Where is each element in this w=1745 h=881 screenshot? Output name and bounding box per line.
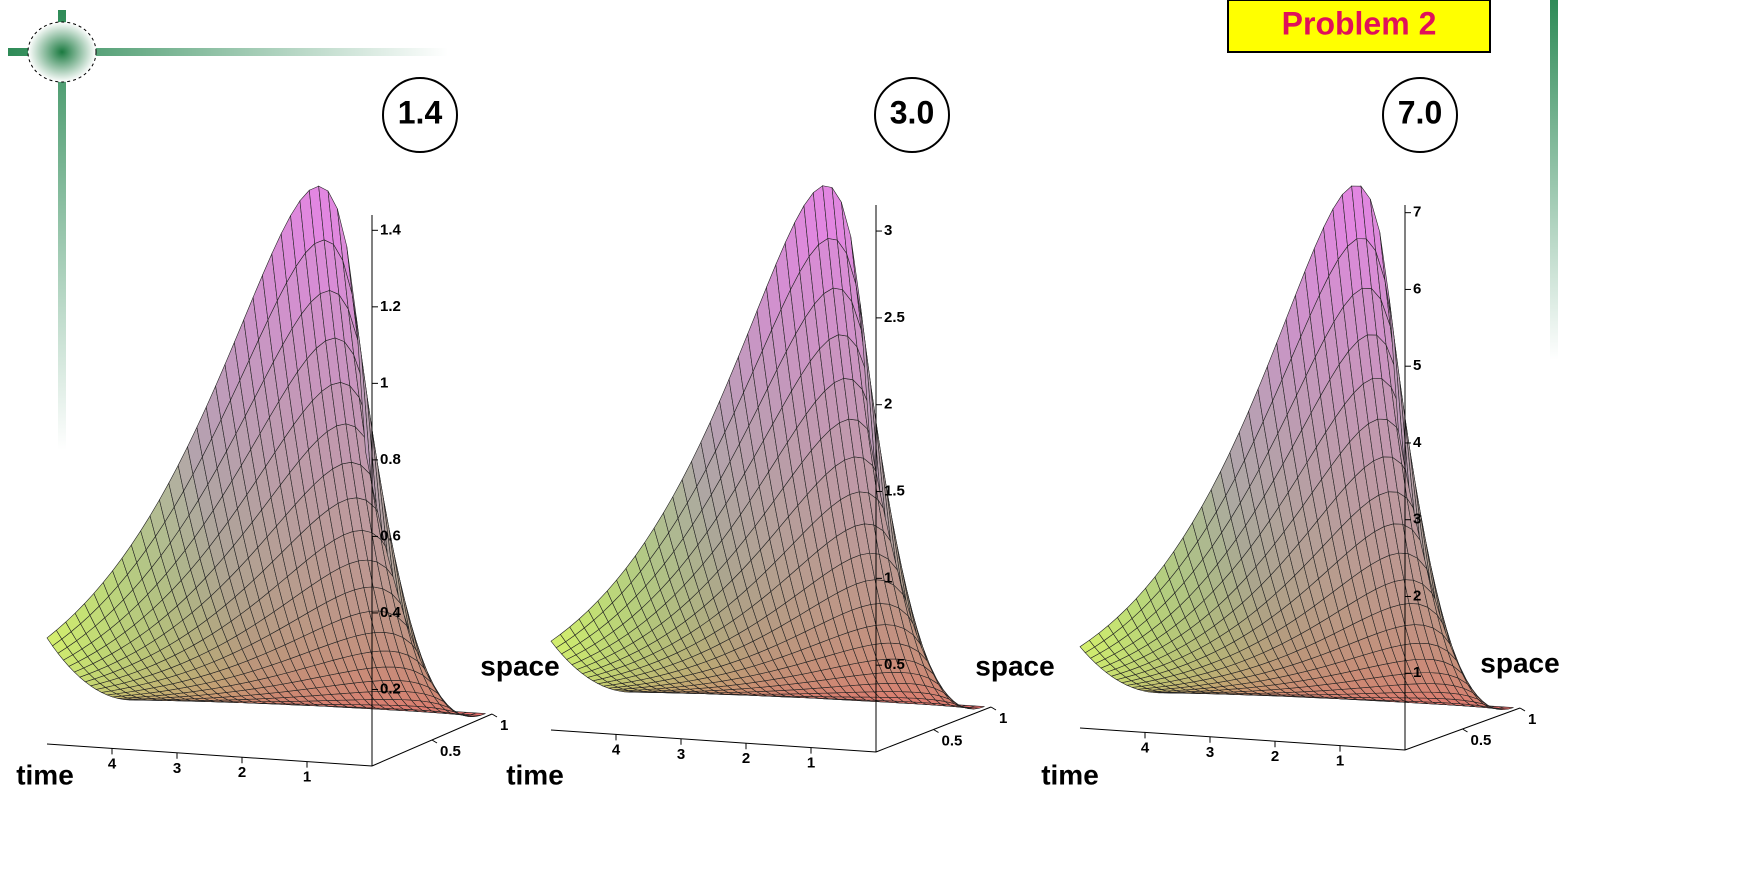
y-axis-label: space xyxy=(975,650,1054,681)
x-tick-label: 2 xyxy=(1271,748,1279,765)
surface-patch xyxy=(859,303,876,466)
z-tick-label: 1 xyxy=(380,374,388,391)
chart-title: 1.4 xyxy=(398,94,443,130)
y-tick-label: 0.5 xyxy=(942,732,963,749)
title-circle xyxy=(1382,77,1458,153)
y-tick xyxy=(1519,707,1526,712)
chart-title: 7.0 xyxy=(1398,94,1442,130)
y-tick-label: 1 xyxy=(500,717,508,734)
x-tick-label: 3 xyxy=(173,760,181,777)
y-tick xyxy=(1462,728,1468,733)
z-tick-label: 3 xyxy=(884,222,892,239)
x-tick-label: 1 xyxy=(807,755,815,772)
y-tick-label: 1 xyxy=(1528,711,1536,728)
z-tick-label: 5 xyxy=(1413,357,1421,374)
z-tick-label: 0.5 xyxy=(884,656,905,673)
x-axis xyxy=(46,743,373,767)
z-tick-label: 6 xyxy=(1413,280,1421,297)
x-tick-label: 4 xyxy=(1141,739,1150,756)
surface-patch xyxy=(355,315,372,480)
z-tick-label: 2 xyxy=(884,396,892,413)
z-tick-label: 2.5 xyxy=(884,309,905,326)
y-tick xyxy=(431,739,438,744)
y-tick xyxy=(933,729,939,733)
x-tick-label: 1 xyxy=(303,769,311,786)
badge-box xyxy=(1227,0,1491,53)
z-tick-label: 7 xyxy=(1413,204,1421,221)
y-axis-label: space xyxy=(1480,647,1559,678)
z-tick-label: 1.5 xyxy=(884,482,905,499)
y-tick xyxy=(990,706,997,711)
x-tick-label: 4 xyxy=(108,755,117,772)
z-tick-label: 1.2 xyxy=(380,298,401,315)
x-tick-label: 3 xyxy=(1206,744,1214,761)
x-axis-label: time xyxy=(506,759,564,790)
decoration xyxy=(8,0,1558,450)
surface-plot: 0.2 0.4 0.6 0.8 1 1.2 1.4 1 2 3 4 0.5 1 1.4 space time xyxy=(16,77,560,790)
badge: Problem 2 xyxy=(1282,5,1437,41)
surface-plot: 1 2 3 4 5 6 7 1 2 3 4 0.5 1 7.0 space time xyxy=(1041,77,1560,790)
y-tick-label: 0.5 xyxy=(440,743,461,760)
z-tick-label: 0.6 xyxy=(380,527,401,544)
z-tick-label: 1.4 xyxy=(380,221,402,238)
surface xyxy=(46,185,486,718)
surface xyxy=(1079,185,1514,711)
x-axis xyxy=(550,729,877,753)
chart-title: 3.0 xyxy=(890,94,934,130)
z-tick-label: 0.8 xyxy=(380,451,401,468)
x-tick-label: 4 xyxy=(612,741,621,758)
surface-patch xyxy=(1388,297,1405,461)
title-circle xyxy=(874,77,950,153)
x-axis xyxy=(1079,727,1406,751)
title-circle xyxy=(382,77,458,153)
y-tick xyxy=(491,713,498,718)
z-tick-label: 3 xyxy=(1413,511,1421,528)
surface-plot: 0.5 1 1.5 2 2.5 3 1 2 3 4 0.5 1 3.0 space time xyxy=(506,77,1055,790)
x-tick-label: 2 xyxy=(742,750,750,767)
z-tick-label: 1 xyxy=(884,569,892,586)
y-axis-label: space xyxy=(480,650,559,681)
x-tick-label: 1 xyxy=(1336,753,1344,770)
surface xyxy=(550,185,985,710)
x-axis-label: time xyxy=(16,759,74,790)
x-axis-label: time xyxy=(1041,759,1099,790)
x-tick-label: 3 xyxy=(677,746,685,763)
z-tick-label: 0.4 xyxy=(380,604,402,621)
z-tick-label: 2 xyxy=(1413,587,1421,604)
z-tick-label: 1 xyxy=(1413,664,1421,681)
x-tick-label: 2 xyxy=(238,764,246,781)
y-tick-label: 1 xyxy=(999,710,1007,727)
z-tick-label: 4 xyxy=(1413,434,1422,451)
z-tick-label: 0.2 xyxy=(380,680,401,697)
y-tick-label: 0.5 xyxy=(1471,732,1492,749)
